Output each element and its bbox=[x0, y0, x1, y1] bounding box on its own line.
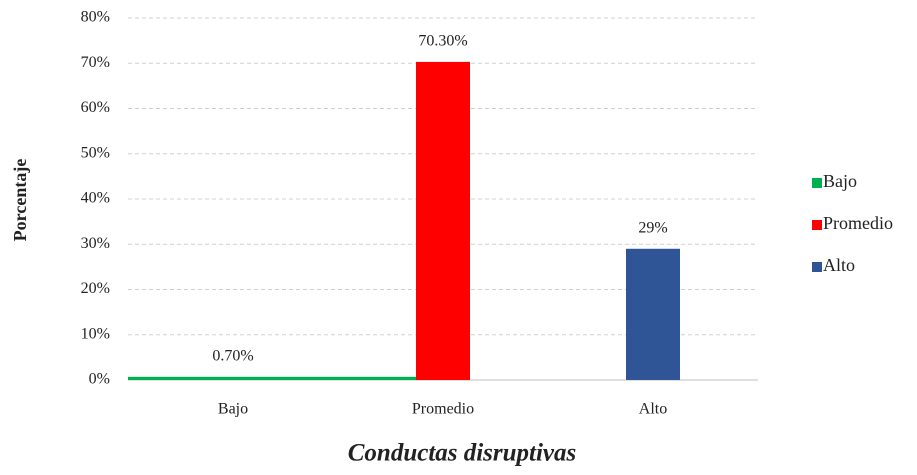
legend-label: Promedio bbox=[823, 213, 893, 233]
legend-label: Alto bbox=[823, 255, 855, 275]
legend-swatch bbox=[812, 178, 822, 188]
x-tick-label: Bajo bbox=[218, 401, 248, 418]
bar bbox=[128, 376, 416, 380]
x-axis-title: Conductas disruptivas bbox=[348, 440, 577, 467]
y-tick-label: 70% bbox=[81, 54, 110, 71]
y-tick-label: 0% bbox=[89, 371, 110, 388]
legend-swatch bbox=[812, 220, 822, 230]
data-label: 29% bbox=[638, 219, 667, 236]
y-tick-label: 60% bbox=[81, 99, 110, 116]
y-tick-label: 80% bbox=[81, 9, 110, 26]
y-tick-label: 30% bbox=[81, 235, 110, 252]
data-label: 70.30% bbox=[418, 33, 467, 50]
y-tick-label: 10% bbox=[81, 325, 110, 342]
y-tick-label: 50% bbox=[81, 144, 110, 161]
y-tick-label: 40% bbox=[81, 190, 110, 207]
y-tick-label: 20% bbox=[81, 280, 110, 297]
bar bbox=[416, 61, 470, 380]
data-label: 0.70% bbox=[212, 348, 253, 365]
x-tick-label: Alto bbox=[639, 401, 667, 418]
legend-label: Bajo bbox=[823, 171, 857, 191]
bar bbox=[626, 248, 680, 380]
y-axis-title: Porcentaje bbox=[10, 159, 30, 242]
x-tick-label: Promedio bbox=[412, 401, 474, 418]
legend-swatch bbox=[812, 262, 822, 272]
